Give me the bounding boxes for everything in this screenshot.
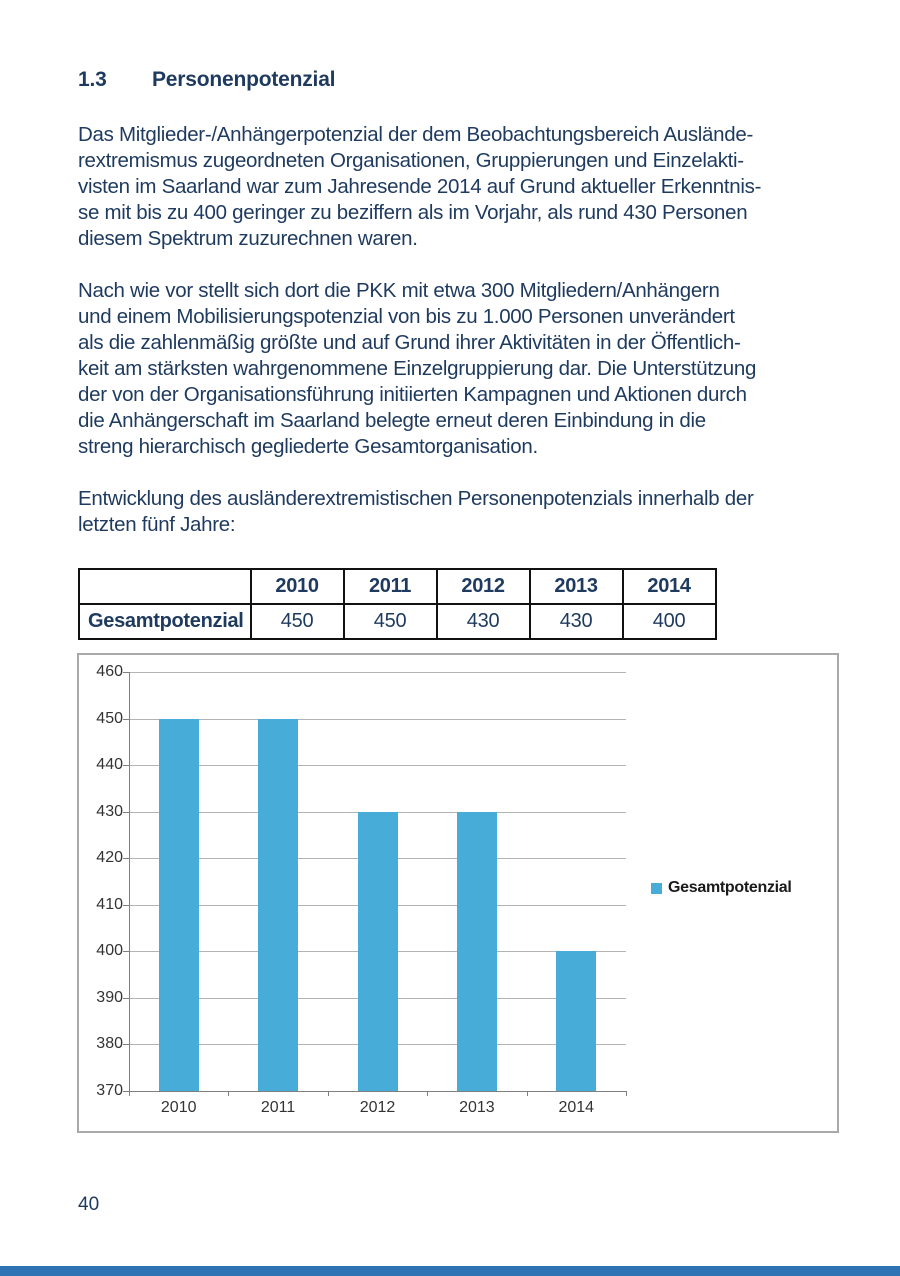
table-header-empty-cell [78, 568, 252, 605]
section-number: 1.3 [78, 68, 107, 91]
table-value-2011: 450 [342, 603, 438, 640]
section-title: Personenpotenzial [152, 68, 336, 91]
table-value-2013: 430 [528, 603, 624, 640]
y-tick-400 [123, 951, 129, 953]
bar-chart: 370 380 390 400 410 420 430 440 450 460 2010 2011 2… [77, 653, 839, 1133]
table-value-2010: 450 [249, 603, 345, 640]
table-header-2011: 2011 [342, 568, 438, 605]
y-tick-460 [123, 672, 129, 673]
x-axis-label-2011: 2011 [260, 1099, 296, 1116]
y-tick-390 [123, 997, 129, 999]
paragraph-3: Entwicklung des ausländerextremistischen… [78, 487, 754, 536]
table-row-label: Gesamtpotenzial [78, 603, 252, 640]
x-tick-0 [129, 1091, 130, 1096]
x-tick-5 [626, 1091, 627, 1096]
y-tick-440 [123, 765, 129, 767]
bar-2013 [456, 811, 497, 1091]
legend-color-swatch [651, 882, 662, 894]
y-axis-label-430: 430 [96, 802, 123, 820]
x-tick-4 [526, 1091, 528, 1096]
potential-table: 2010 2011 2012 2013 2014 Gesamtpotenzial… [78, 568, 717, 640]
bar-2011 [258, 718, 299, 1091]
y-axis-label-400: 400 [96, 942, 123, 960]
table-header-2013: 2013 [528, 568, 624, 605]
y-tick-380 [123, 1044, 129, 1046]
paragraph-1: Das Mitglieder-/Anhängerpotenzial der de… [78, 123, 762, 250]
bar-2014 [556, 951, 597, 1091]
chart-y-axis [129, 672, 130, 1092]
x-axis-label-2014: 2014 [558, 1099, 595, 1116]
page-number: 40 [78, 1194, 100, 1215]
y-axis-label-410: 410 [96, 895, 123, 913]
table-header-2014: 2014 [621, 568, 717, 605]
table-header-row: 2010 2011 2012 2013 2014 [78, 568, 717, 605]
x-axis-label-2013: 2013 [459, 1099, 495, 1116]
legend-label: Gesamtpotenzial [668, 879, 792, 896]
bar-2012 [357, 811, 398, 1091]
y-tick-370 [123, 1091, 129, 1092]
footer-accent-bar [0, 1266, 900, 1276]
chart-legend: Gesamtpotenzial [651, 879, 792, 897]
y-axis-label-460: 460 [96, 663, 123, 680]
x-tick-3 [427, 1091, 429, 1096]
x-tick-2 [327, 1091, 329, 1096]
y-tick-450 [123, 718, 129, 720]
x-axis-label-2012: 2012 [359, 1099, 396, 1116]
y-tick-410 [123, 904, 129, 906]
bar-2010 [158, 718, 199, 1091]
gridline-440 [129, 765, 626, 767]
table-header-2010: 2010 [249, 568, 345, 605]
y-axis-label-390: 390 [96, 988, 123, 1006]
y-axis-label-420: 420 [96, 849, 123, 867]
table-value-2014: 400 [621, 603, 717, 640]
gridline-460 [129, 672, 626, 673]
section-heading: 1.3 Personenpotenzial [78, 68, 818, 92]
y-axis-label-370: 370 [96, 1082, 123, 1099]
y-tick-420 [123, 858, 129, 860]
x-tick-1 [228, 1091, 230, 1096]
gridline-450 [129, 718, 626, 720]
document-page: 1.3 Personenpotenzial Das Mitglieder-/Anh… [77, 68, 839, 1133]
y-tick-430 [123, 811, 129, 813]
table-row: Gesamtpotenzial 450 450 430 430 400 [78, 603, 717, 640]
table-value-2012: 430 [435, 603, 531, 640]
table-header-2012: 2012 [435, 568, 531, 605]
y-axis-label-440: 440 [96, 756, 123, 774]
gridline-370 [129, 1091, 626, 1092]
paragraph-2: Nach wie vor stellt sich dort die PKK mi… [78, 279, 757, 458]
x-axis-label-2010: 2010 [160, 1099, 197, 1116]
y-axis-label-450: 450 [96, 709, 123, 727]
y-axis-label-380: 380 [96, 1035, 123, 1053]
